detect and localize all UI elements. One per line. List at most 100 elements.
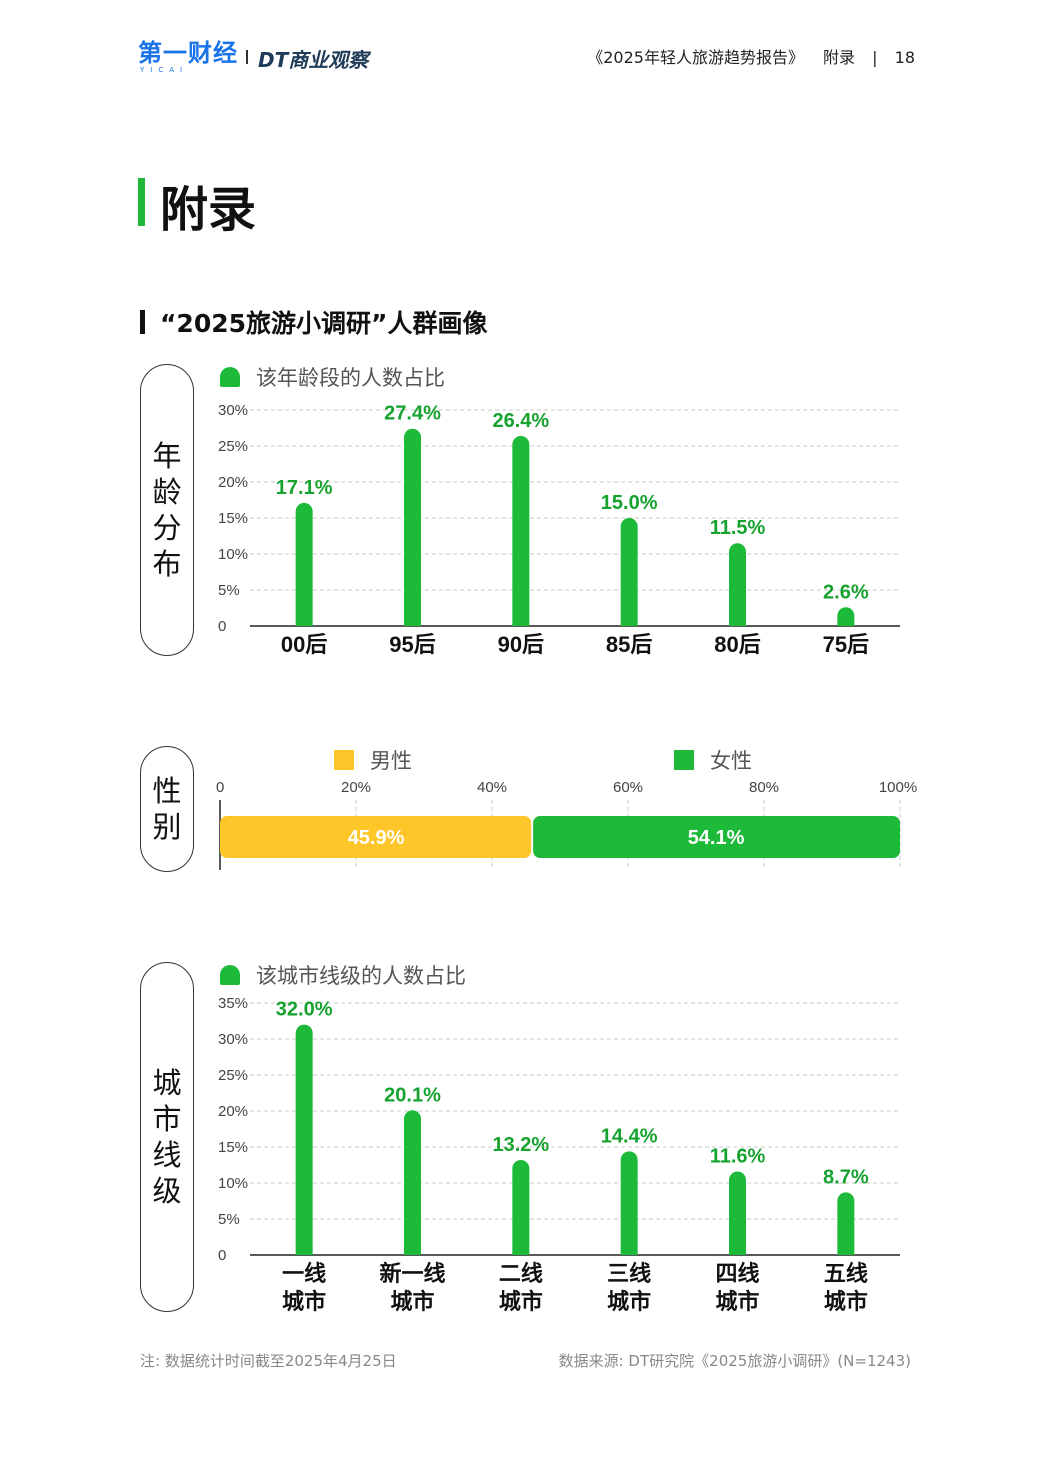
city-label-char: 线 — [152, 1138, 182, 1172]
age-bar — [837, 607, 855, 626]
female-legend-label: 女性 — [710, 749, 752, 773]
city-category-label: 城市 — [282, 1289, 326, 1314]
city-category-label: 一线 — [282, 1261, 326, 1286]
age-ytick-label: 20% — [218, 474, 248, 491]
gender-side-text: 性 别 — [150, 773, 184, 845]
age-side-text: 年 龄 分 布 — [150, 438, 184, 582]
female-value-label: 54.1% — [688, 827, 745, 849]
city-value-label: 32.0% — [276, 999, 333, 1021]
city-bar — [512, 1159, 530, 1255]
gender-xtick-label: 100% — [879, 779, 917, 796]
age-ytick-label: 5% — [218, 582, 240, 599]
title-accent-bar — [138, 178, 145, 226]
city-category-label: 四线 — [715, 1261, 759, 1286]
age-ytick-label: 25% — [218, 438, 248, 455]
city-legend: 该城市线级的人数占比 — [220, 960, 466, 990]
gender-xtick-label: 80% — [749, 779, 779, 796]
age-label-char: 分 — [152, 511, 182, 545]
age-side-label: 年 龄 分 布 — [140, 364, 194, 656]
city-category-label: 二线 — [499, 1261, 543, 1286]
city-ytick-label: 20% — [218, 1103, 248, 1120]
female-legend-swatch — [674, 750, 694, 770]
city-ytick-label: 15% — [218, 1139, 248, 1156]
city-bar — [295, 1024, 313, 1255]
city-ytick-label: 5% — [218, 1211, 240, 1228]
age-category-label: 75后 — [823, 632, 869, 657]
page-title: 附录 — [160, 182, 257, 238]
header-separator: | — [872, 48, 878, 67]
city-value-label: 14.4% — [601, 1125, 658, 1147]
age-bar — [512, 435, 530, 626]
age-value-label: 15.0% — [601, 492, 658, 514]
age-bar — [729, 543, 746, 626]
age-value-label: 26.4% — [492, 410, 549, 432]
age-value-label: 27.4% — [384, 403, 441, 425]
yicai-logo-text: 第一财经 — [138, 39, 238, 67]
male-legend-label: 男性 — [370, 749, 412, 773]
city-category-label: 城市 — [607, 1289, 651, 1314]
age-label-char: 龄 — [152, 475, 182, 509]
section-name: 附录 — [823, 48, 856, 67]
age-bar — [404, 428, 421, 626]
city-ytick-label: 10% — [218, 1175, 248, 1192]
data-source: 数据来源: DT研究院《2025旅游小调研》(N=1243) — [558, 1352, 911, 1370]
yicai-logo-subtext: YICAI — [140, 66, 189, 74]
gender-xtick-label: 60% — [613, 779, 643, 796]
footnote: 注: 数据统计时间截至2025年4月25日 — [140, 1352, 397, 1370]
city-bar — [837, 1192, 855, 1255]
city-value-label: 13.2% — [492, 1134, 549, 1156]
yicai-logo: 第一财经 YICAI — [138, 40, 238, 74]
male-legend: 男性 — [334, 745, 412, 775]
age-value-label: 17.1% — [276, 477, 333, 499]
female-legend: 女性 — [674, 745, 752, 775]
age-legend-label: 该年龄段的人数占比 — [256, 366, 445, 390]
city-ytick-label: 25% — [218, 1067, 248, 1084]
age-category-label: 00后 — [281, 632, 327, 657]
city-label-char: 级 — [152, 1174, 182, 1208]
logo-divider — [246, 50, 248, 64]
male-value-label: 45.9% — [348, 827, 405, 849]
city-side-label: 城 市 线 级 — [140, 962, 194, 1312]
age-ytick-label: 15% — [218, 510, 248, 527]
gender-xtick-label: 0 — [216, 779, 224, 796]
age-category-label: 90后 — [498, 632, 544, 657]
city-side-text: 城 市 线 级 — [150, 1065, 184, 1209]
gender-xtick-label: 20% — [341, 779, 371, 796]
age-bar — [620, 518, 638, 626]
age-value-label: 2.6% — [823, 581, 869, 603]
city-ytick-label: 35% — [218, 995, 248, 1012]
header-meta: 《2025年轻人旅游趋势报告》 附录 | 18 — [560, 44, 915, 68]
age-ytick-label: 0 — [218, 618, 226, 635]
female-bar — [533, 816, 900, 858]
city-category-label: 城市 — [824, 1289, 868, 1314]
age-legend: 该年龄段的人数占比 — [220, 362, 445, 392]
city-bar — [620, 1151, 638, 1255]
dt-logo: DT商业观察 — [258, 48, 369, 72]
city-bar — [729, 1171, 746, 1255]
age-category-label: 80后 — [714, 632, 760, 657]
city-legend-label: 该城市线级的人数占比 — [256, 964, 466, 988]
age-category-label: 85后 — [606, 632, 652, 657]
age-value-label: 11.5% — [710, 517, 766, 539]
report-title: 《2025年轻人旅游趋势报告》 — [587, 48, 804, 67]
age-category-label: 95后 — [389, 632, 435, 657]
city-legend-swatch — [220, 965, 240, 985]
city-category-label: 新一线 — [379, 1261, 445, 1286]
city-value-label: 11.6% — [710, 1145, 766, 1167]
city-category-label: 城市 — [499, 1289, 543, 1314]
city-ytick-label: 30% — [218, 1031, 248, 1048]
city-category-label: 城市 — [715, 1289, 759, 1314]
male-bar — [220, 816, 532, 858]
gender-xtick-label: 40% — [477, 779, 507, 796]
age-legend-swatch — [220, 367, 240, 387]
gender-side-label: 性 别 — [140, 746, 194, 872]
city-label-char: 城 — [152, 1066, 182, 1100]
city-ytick-label: 0 — [218, 1247, 226, 1264]
subtitle-accent-bar — [140, 310, 145, 334]
gender-label-char: 性 — [152, 774, 182, 808]
city-label-char: 市 — [152, 1102, 182, 1136]
city-bar — [404, 1110, 421, 1255]
